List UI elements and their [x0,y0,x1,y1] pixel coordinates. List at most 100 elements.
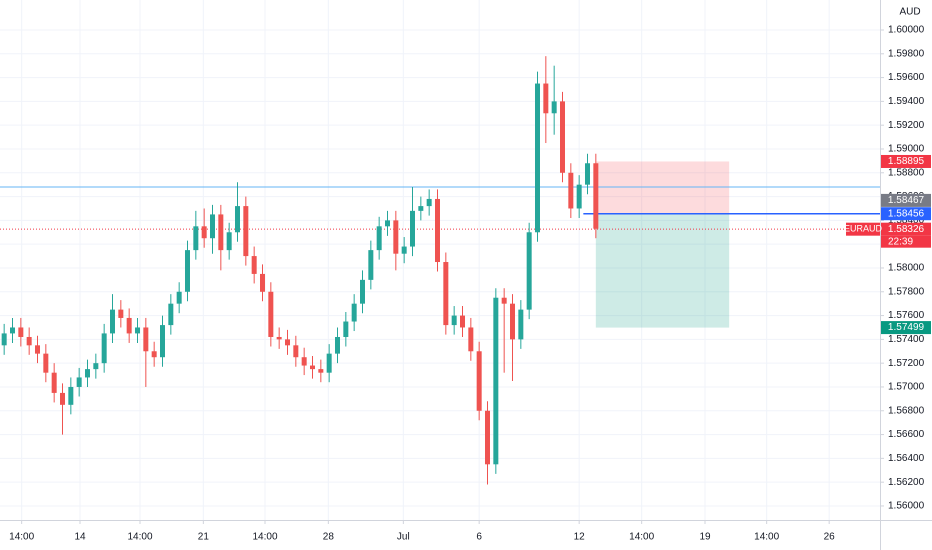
x-tick-label: 14:00 [754,532,779,543]
candle-body [435,198,440,263]
x-tick-label: 14:00 [252,532,277,543]
candle-body [501,297,507,304]
candle-body [226,232,232,251]
candle-body [60,392,65,405]
candle-body [185,250,190,292]
candle-body [351,303,357,322]
x-tick-label: 14:00 [629,532,654,543]
candle-body [76,377,82,387]
candle-body [368,250,374,280]
countdown-label: 22:39 [888,236,913,247]
candle-body [426,198,432,207]
candle-body [126,317,132,334]
y-tick-label: 1.57000 [888,382,925,393]
x-tick-label: 28 [323,532,335,543]
candle-body [551,101,557,114]
candle-body [576,184,582,209]
y-tick-label: 1.56400 [888,453,925,464]
candle-body [443,262,449,326]
x-tick-label: 6 [476,532,482,543]
candle-body [235,206,240,233]
y-tick-label: 1.59800 [888,48,925,59]
candle-body [585,163,590,185]
y-tick-label: 1.57600 [888,310,925,321]
candle-body [10,327,15,334]
candle-body [326,353,332,373]
x-tick-label: 12 [574,532,586,543]
x-tick-label: 14:00 [127,532,152,543]
symbol-tag [846,222,880,236]
candle-body [135,327,140,334]
candle-body [343,321,349,337]
price-tag [881,193,931,207]
candle-body [68,386,74,405]
symbol-label: EURAUD [844,224,883,234]
candle-body [193,226,199,251]
y-tick-label: 1.58400 [888,215,925,226]
candle-body [518,309,524,340]
y-tick-label: 1.58800 [888,167,925,178]
x-tick-label: 26 [824,532,836,543]
candle-body [593,163,599,229]
candle-body [360,279,365,304]
candle-body [543,83,549,114]
price-tag [881,321,931,335]
candle-body [201,226,207,239]
candle-body [285,339,290,346]
candle-body [1,333,7,346]
x-tick-label: 14:00 [9,532,34,543]
y-tick-label: 1.57400 [888,334,925,345]
price-tag-label: 1.58456 [888,208,925,219]
candle-body [51,372,57,393]
candle-body [43,353,49,373]
countdown-tag [881,235,931,248]
x-tick-label: 19 [699,532,711,543]
y-tick-label: 1.59600 [888,72,925,83]
price-tag-label: 1.58326 [888,224,925,235]
candle-body [101,333,107,364]
candle-body [260,273,265,292]
candle-body [493,297,499,465]
candle-body [476,351,482,411]
candle-body [385,220,390,227]
candle-body [243,206,249,257]
candle-body [85,369,90,378]
candle-body [293,345,299,358]
candle-body [160,325,165,358]
candle-body [251,256,257,274]
candle-body [376,226,382,251]
candle-body [418,206,424,211]
candle-body [560,101,565,173]
candle-body [143,327,149,352]
y-tick-label: 1.56800 [888,405,925,416]
currency-label: AUD [899,7,920,18]
price-tag-label: 1.58467 [888,195,925,206]
candle-body [218,214,224,251]
price-tag [881,154,931,168]
x-tick-label: 14 [74,532,86,543]
x-tick-label: Jul [397,532,410,543]
candle-body [26,336,32,346]
price-tag-label: 1.58895 [888,156,925,167]
y-tick-label: 1.57800 [888,286,925,297]
y-tick-label: 1.56600 [888,429,925,440]
stop-zone [595,161,730,214]
target-zone [595,213,730,328]
candle-body [118,309,124,318]
candle-body [460,315,465,328]
y-tick-label: 1.56000 [888,501,925,512]
candle-body [268,291,274,337]
candle-body [35,345,40,354]
candle-body [276,336,282,340]
price-tag [881,222,931,236]
x-tick-label: 21 [198,532,210,543]
candle-body [393,220,399,254]
candle-body [401,246,407,254]
y-tick-label: 1.60000 [888,25,925,36]
candle-body [176,291,182,304]
candle-body [168,303,174,326]
candle-body [510,303,515,340]
candle-body [93,363,99,370]
candle-body [310,365,315,370]
